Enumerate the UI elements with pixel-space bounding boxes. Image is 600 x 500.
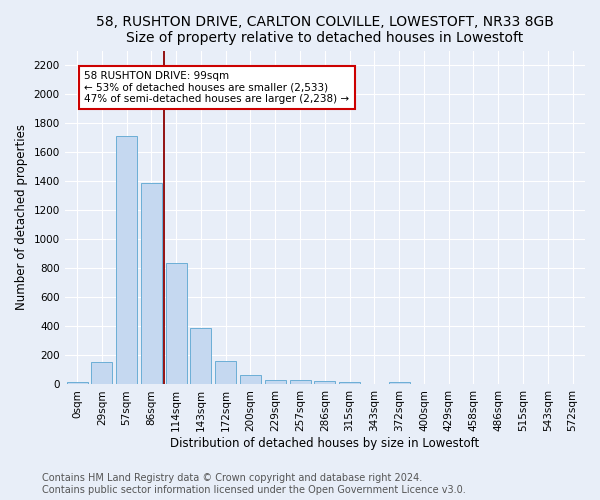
Bar <box>339 382 360 384</box>
Bar <box>314 380 335 384</box>
Bar <box>190 328 211 384</box>
Bar <box>116 136 137 384</box>
Bar <box>240 374 261 384</box>
Title: 58, RUSHTON DRIVE, CARLTON COLVILLE, LOWESTOFT, NR33 8GB
Size of property relati: 58, RUSHTON DRIVE, CARLTON COLVILLE, LOW… <box>96 15 554 45</box>
X-axis label: Distribution of detached houses by size in Lowestoft: Distribution of detached houses by size … <box>170 437 479 450</box>
Bar <box>166 263 187 384</box>
Bar <box>91 362 112 384</box>
Bar <box>290 380 311 384</box>
Y-axis label: Number of detached properties: Number of detached properties <box>15 124 28 310</box>
Bar <box>389 382 410 384</box>
Text: 58 RUSHTON DRIVE: 99sqm
← 53% of detached houses are smaller (2,533)
47% of semi: 58 RUSHTON DRIVE: 99sqm ← 53% of detache… <box>85 71 350 104</box>
Text: Contains HM Land Registry data © Crown copyright and database right 2024.
Contai: Contains HM Land Registry data © Crown c… <box>42 474 466 495</box>
Bar <box>265 380 286 384</box>
Bar <box>215 360 236 384</box>
Bar <box>67 382 88 384</box>
Bar <box>141 182 162 384</box>
